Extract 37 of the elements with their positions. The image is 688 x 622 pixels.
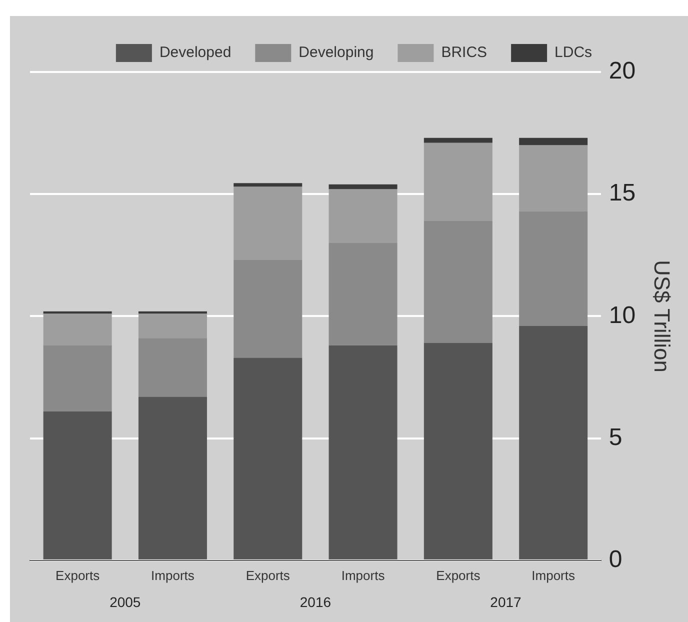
x-tick-label: Exports [246, 568, 290, 583]
bar [328, 184, 398, 190]
bar [43, 311, 112, 314]
text: 2017 [490, 594, 522, 610]
y-tick-label: 0 [608, 546, 622, 574]
bar [43, 314, 112, 346]
bar [234, 260, 302, 358]
bar [234, 183, 302, 187]
x-tick-label: Imports [151, 568, 195, 583]
bar [328, 242, 398, 346]
y-axis-title: US$ Trillion [650, 260, 675, 372]
bar [138, 311, 207, 314]
bar [328, 189, 398, 243]
bar [138, 314, 207, 338]
x-tick-label: Exports [56, 568, 100, 583]
bar [424, 142, 492, 221]
y-tick-label: 5 [608, 424, 622, 451]
bar [234, 186, 302, 260]
bar [519, 145, 588, 212]
legend-label: Developing [298, 44, 374, 62]
text: 2005 [110, 594, 141, 610]
y-tick-label: 15 [608, 180, 636, 207]
legend-label: LDCs [554, 44, 592, 62]
x-tick-label: Imports [341, 568, 386, 583]
y-tick-label: 20 [608, 58, 636, 85]
bar [43, 346, 112, 412]
x-tick-label: Imports [532, 568, 576, 583]
bar [138, 338, 207, 397]
bar [424, 220, 492, 344]
y-tick-label: 10 [608, 302, 636, 329]
legend-label: BRICS [441, 44, 488, 62]
bar [424, 138, 492, 143]
x-tick-label: Exports [436, 568, 481, 583]
text: 2016 [300, 594, 332, 610]
bar [519, 138, 588, 146]
bar [519, 211, 588, 326]
legend-label: Developed [159, 44, 232, 62]
